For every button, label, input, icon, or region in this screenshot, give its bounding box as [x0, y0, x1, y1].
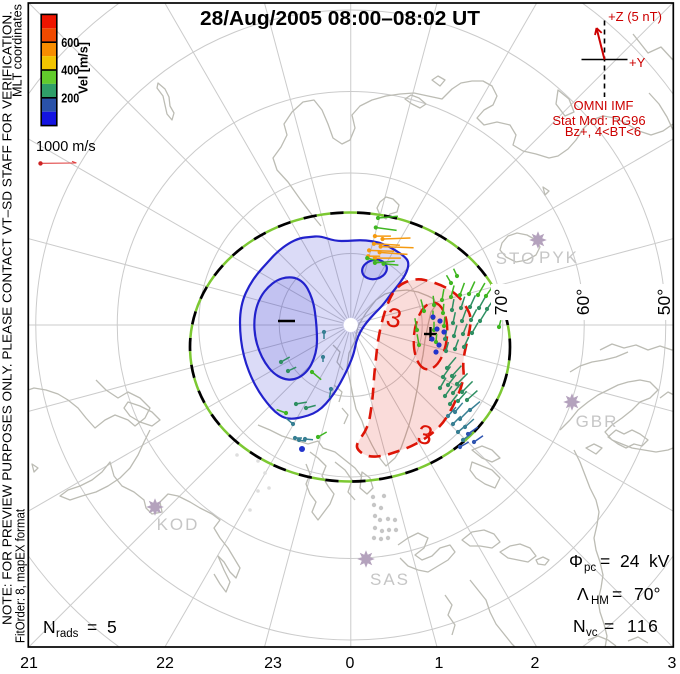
svg-text:Stat Mod: RG96: Stat Mod: RG96 — [552, 113, 645, 128]
svg-text:600: 600 — [61, 36, 79, 50]
svg-text:23: 23 — [264, 655, 282, 672]
svg-text:0: 0 — [346, 655, 355, 672]
svg-text:21: 21 — [20, 655, 38, 672]
svg-text:1: 1 — [435, 655, 444, 672]
svg-text:1000 m/s: 1000 m/s — [36, 139, 96, 155]
svg-text:70°: 70° — [491, 289, 511, 315]
svg-text:Vel [m/s]: Vel [m/s] — [76, 42, 91, 94]
svg-text:60°: 60° — [573, 289, 593, 315]
svg-text:ΛHM=70°: Λ HM = 70° — [577, 584, 660, 607]
svg-text:SAS: SAS — [370, 570, 410, 589]
svg-text:28/Aug/2005 08:00–08:02 UT: 28/Aug/2005 08:00–08:02 UT — [200, 8, 480, 30]
svg-text:400: 400 — [61, 64, 79, 78]
svg-text:PYK: PYK — [539, 248, 579, 267]
svg-text:22: 22 — [156, 655, 174, 672]
svg-text:NOTE: FOR PREVIEW PURPOSES ONL: NOTE: FOR PREVIEW PURPOSES ONLY. PLEASE … — [1, 11, 15, 625]
svg-text:Nrads=5: Nrads = 5 — [43, 617, 117, 640]
svg-text:STO: STO — [496, 249, 537, 268]
svg-text:50°: 50° — [654, 289, 674, 315]
svg-text:Bz+, 4<BT<6: Bz+, 4<BT<6 — [565, 124, 641, 139]
svg-text:MLT coordinates: MLT coordinates — [10, 4, 25, 97]
svg-text:3: 3 — [415, 419, 436, 451]
svg-text:Nvc=116: Nvc = 116 — [573, 616, 659, 639]
svg-text:KOD: KOD — [157, 515, 200, 534]
svg-text:+Z (5 nT): +Z (5 nT) — [608, 9, 662, 24]
svg-text:FitOrder: 8, mapEX format: FitOrder: 8, mapEX format — [14, 509, 28, 643]
svg-text:GBR: GBR — [576, 412, 619, 431]
svg-text:3: 3 — [668, 655, 677, 672]
svg-text:2: 2 — [531, 655, 540, 672]
svg-text:+Y: +Y — [629, 55, 646, 70]
svg-text:OMNI IMF: OMNI IMF — [574, 98, 634, 113]
svg-text:200: 200 — [61, 92, 79, 106]
svg-text:3: 3 — [384, 302, 405, 334]
